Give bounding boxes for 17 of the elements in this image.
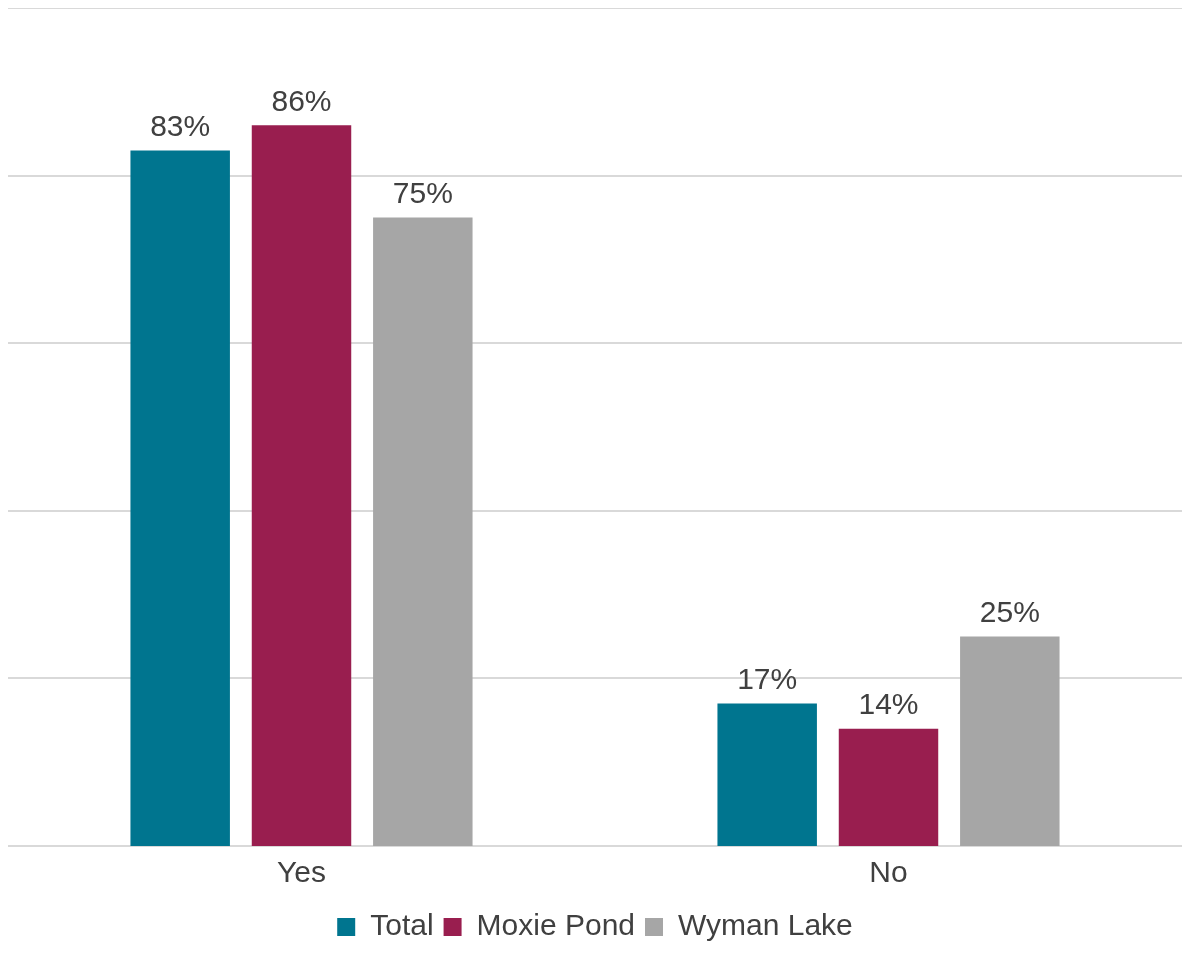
data-label: 86% <box>271 83 332 117</box>
data-label: 17% <box>737 661 798 695</box>
legend-label: Wyman Lake <box>678 908 853 942</box>
bar <box>960 636 1060 846</box>
x-tick-label: Yes <box>277 855 326 889</box>
x-tick-label: No <box>869 855 908 889</box>
data-label: 83% <box>150 108 211 142</box>
bar <box>717 703 817 846</box>
bar <box>130 150 230 846</box>
data-label: 14% <box>858 686 919 720</box>
data-label: 25% <box>979 594 1040 628</box>
bar <box>838 728 939 846</box>
bar <box>373 217 473 846</box>
data-label: 75% <box>392 175 453 209</box>
legend-label: Total <box>370 908 434 942</box>
bar <box>251 125 352 846</box>
legend-label: Moxie Pond <box>476 908 636 942</box>
